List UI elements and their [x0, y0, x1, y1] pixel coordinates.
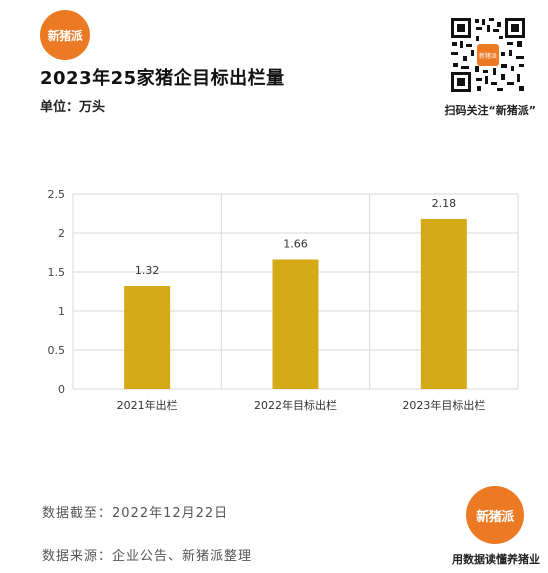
- x-axis-ticks: 2021年出栏 2022年目标出栏 2023年目标出栏: [117, 398, 486, 412]
- x-tick-label: 2023年目标出栏: [402, 398, 485, 412]
- brand-logo-text: 新猪派: [47, 28, 83, 43]
- page-title: 2023年25家猪企目标出栏量: [40, 68, 285, 89]
- data-label: 1.32: [135, 264, 160, 277]
- y-tick-label: 0.5: [48, 344, 66, 357]
- brand-logo-bottom: 新猪派: [466, 486, 524, 544]
- y-tick-label: 1.5: [48, 266, 66, 279]
- data-source: 数据来源：企业公告、新猪派整理: [42, 549, 253, 564]
- qr-caption: 扫码关注“新猪派”: [444, 104, 536, 117]
- data-label: 1.66: [283, 238, 308, 251]
- x-tick-label: 2021年出栏: [117, 398, 178, 412]
- data-label: 2.18: [432, 197, 457, 210]
- x-tick-label: 2022年目标出栏: [254, 398, 337, 412]
- qr-center-text: 新猪派: [479, 52, 497, 60]
- bar-1: [124, 286, 171, 389]
- y-tick-label: 2: [58, 227, 65, 240]
- y-tick-label: 2.5: [48, 188, 66, 201]
- bars: [124, 218, 467, 389]
- brand-logo: 新猪派: [40, 10, 90, 60]
- unit-label: 单位：万头: [40, 100, 106, 115]
- bar-2: [272, 259, 319, 389]
- brand-logo-bottom-text: 新猪派: [476, 509, 514, 525]
- y-tick-label: 0: [58, 383, 65, 396]
- qr-code[interactable]: 新猪派: [449, 16, 527, 94]
- y-axis-ticks: 0 0.5 1 1.5 2 2.5: [48, 188, 66, 396]
- bar-3: [420, 218, 467, 389]
- data-as-of: 数据截至：2022年12月22日: [42, 506, 229, 521]
- data-labels: 1.32 1.66 2.18: [135, 197, 456, 277]
- y-tick-label: 1: [58, 305, 65, 318]
- slogan: 用数据读懂养猪业: [452, 553, 540, 566]
